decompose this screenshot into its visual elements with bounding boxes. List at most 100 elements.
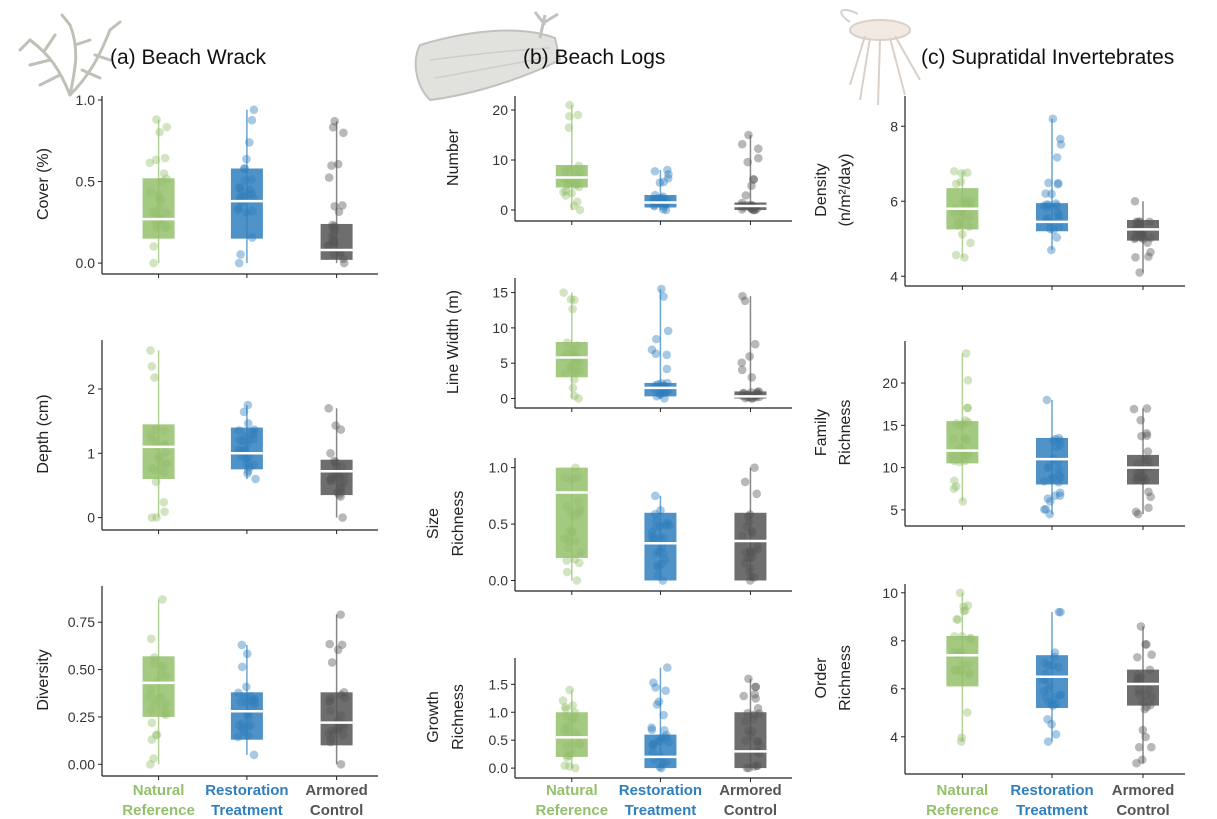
data-point <box>655 736 665 746</box>
box-iqr <box>555 342 588 378</box>
data-point <box>949 166 959 176</box>
data-point <box>1056 134 1065 144</box>
box-restoration <box>230 640 263 760</box>
data-point <box>570 474 580 483</box>
data-point <box>964 670 974 679</box>
data-point <box>1043 494 1053 503</box>
y-axis-label: Line Width (m) <box>445 290 462 394</box>
data-point <box>161 459 171 469</box>
data-point <box>337 462 347 471</box>
data-point <box>150 373 159 382</box>
data-point <box>649 678 658 687</box>
data-point <box>753 387 762 397</box>
data-point <box>652 700 662 709</box>
group-label-line2: Reference <box>926 802 999 819</box>
data-point <box>956 219 965 229</box>
data-point <box>657 284 666 294</box>
data-point <box>651 683 660 692</box>
data-point <box>155 452 165 462</box>
data-point <box>747 552 757 562</box>
data-point <box>571 463 580 472</box>
data-point <box>574 739 584 749</box>
data-point <box>564 164 574 174</box>
data-point <box>235 435 244 445</box>
data-point <box>146 634 156 644</box>
data-point <box>560 473 570 482</box>
box-iqr <box>142 656 175 717</box>
data-point <box>330 225 340 235</box>
box-iqr <box>1036 655 1068 708</box>
y-tick-label: 4 <box>890 729 898 745</box>
data-point <box>738 291 747 301</box>
data-point <box>565 111 574 121</box>
data-point <box>960 456 970 466</box>
data-point <box>1146 247 1155 257</box>
data-point <box>234 720 244 730</box>
data-point <box>654 562 663 572</box>
data-point <box>1138 472 1148 481</box>
data-point <box>746 731 755 740</box>
panel-linewidth: 0 5 10 15 Line Width (m) <box>445 278 792 412</box>
data-point <box>562 712 571 721</box>
data-point <box>1141 691 1151 700</box>
data-point <box>559 288 568 297</box>
data-point <box>161 710 171 720</box>
data-point <box>1144 503 1153 513</box>
data-point <box>336 492 345 501</box>
data-point <box>1141 732 1150 742</box>
data-point <box>240 164 249 173</box>
data-point <box>247 427 257 437</box>
data-point <box>159 709 169 718</box>
data-point <box>1142 404 1152 413</box>
data-point <box>338 513 347 522</box>
data-point <box>566 508 576 517</box>
data-point <box>663 173 673 183</box>
data-point <box>236 192 245 201</box>
data-point <box>242 459 251 469</box>
data-point <box>1146 700 1155 710</box>
data-point <box>664 170 673 179</box>
data-point <box>249 434 258 444</box>
data-point <box>1049 436 1058 445</box>
y-tick-label: 5 <box>500 355 508 371</box>
data-point <box>572 341 582 350</box>
y-tick-label: 0 <box>500 202 508 218</box>
data-point <box>1129 404 1139 414</box>
data-point <box>329 729 338 738</box>
data-point <box>1143 447 1153 456</box>
data-point <box>147 463 157 473</box>
data-point <box>754 153 763 163</box>
data-point <box>333 726 343 735</box>
data-point <box>1039 477 1049 486</box>
data-point <box>955 667 965 676</box>
data-point <box>573 731 583 741</box>
box-iqr <box>320 692 353 746</box>
data-point <box>658 192 668 201</box>
data-point <box>654 697 664 706</box>
data-point <box>737 358 747 367</box>
data-point <box>326 448 335 458</box>
data-point <box>745 553 754 563</box>
data-point <box>573 472 583 482</box>
group-label-line1: Restoration <box>619 782 702 799</box>
box-restoration <box>644 491 677 585</box>
data-point <box>571 179 581 189</box>
y-tick-label: 15 <box>492 285 508 301</box>
data-point <box>563 750 572 760</box>
y-axis-label: Family <box>813 409 830 456</box>
data-point <box>1045 497 1055 506</box>
data-point <box>1132 468 1142 478</box>
box-iqr <box>644 512 677 581</box>
data-point <box>145 158 155 168</box>
data-point <box>663 165 672 175</box>
data-point <box>565 685 574 695</box>
data-point <box>1140 455 1149 465</box>
data-point <box>748 714 758 724</box>
data-point <box>149 659 159 668</box>
data-point <box>152 730 162 740</box>
data-point <box>336 711 346 720</box>
data-point <box>960 253 969 262</box>
y-axis-label: Richness <box>450 684 467 750</box>
group-label-line1: Natural <box>546 782 598 799</box>
data-point <box>328 220 337 230</box>
